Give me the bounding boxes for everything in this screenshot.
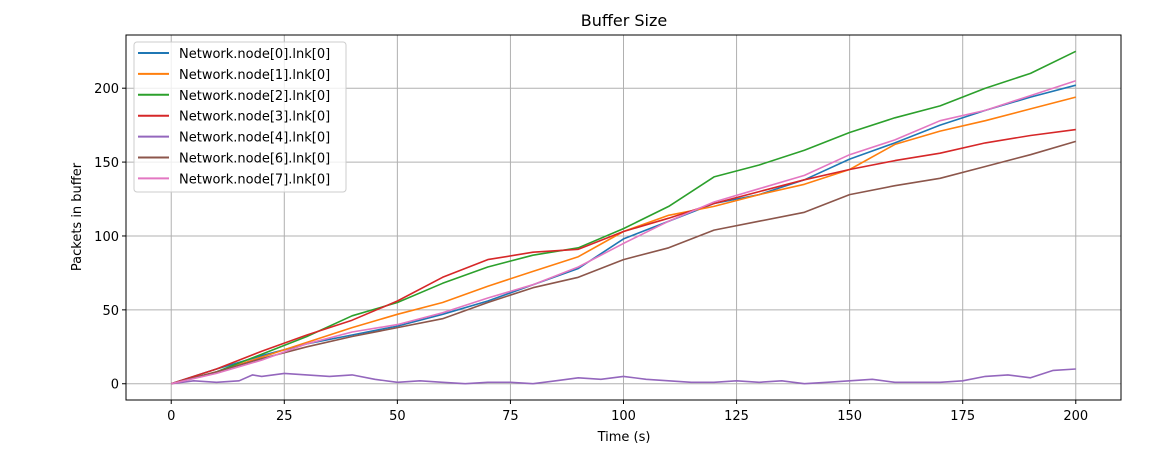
- x-tick-label: 150: [837, 409, 862, 424]
- y-tick-label: 150: [94, 156, 119, 171]
- grid: [126, 35, 1121, 400]
- legend-label: Network.node[6].lnk[0]: [179, 152, 330, 167]
- x-tick-label: 0: [167, 409, 175, 424]
- axis-ticks: 0 25 50 75 100 125 150 175 200 0 50 100 150 200: [94, 82, 1088, 424]
- x-axis-label: Time (s): [597, 430, 651, 445]
- x-tick-label: 75: [502, 409, 519, 424]
- series-line: [170, 84, 1077, 385]
- x-tick-label: 50: [389, 409, 406, 424]
- legend-label: Network.node[7].lnk[0]: [179, 172, 330, 187]
- series-line: [170, 140, 1077, 385]
- series-line: [171, 368, 1076, 385]
- series-line: [170, 128, 1076, 385]
- legend-label: Network.node[1].lnk[0]: [179, 68, 330, 83]
- x-tick-label: 125: [724, 409, 749, 424]
- legend-label: Network.node[3].lnk[0]: [179, 110, 330, 125]
- legend-label: Network.node[4].lnk[0]: [179, 131, 330, 146]
- legend: Network.node[0].lnk[0] Network.node[1].ln…: [133, 41, 347, 193]
- y-tick-label: 0: [111, 378, 119, 393]
- x-tick-label: 100: [611, 409, 636, 424]
- legend-frame: [133, 41, 347, 193]
- legend-label: Network.node[2].lnk[0]: [179, 89, 330, 104]
- y-tick-label: 200: [94, 82, 119, 97]
- series-lines: [170, 50, 1077, 385]
- x-tick-label: 200: [1063, 409, 1088, 424]
- y-tick-label: 100: [94, 230, 119, 245]
- chart-title: Buffer Size: [581, 11, 668, 30]
- y-tick-label: 50: [102, 304, 119, 319]
- series-line: [171, 80, 1077, 385]
- y-axis-label: Packets in buffer: [70, 162, 85, 271]
- legend-label: Network.node[0].lnk[0]: [179, 47, 330, 62]
- x-tick-label: 175: [950, 409, 975, 424]
- x-tick-label: 25: [276, 409, 293, 424]
